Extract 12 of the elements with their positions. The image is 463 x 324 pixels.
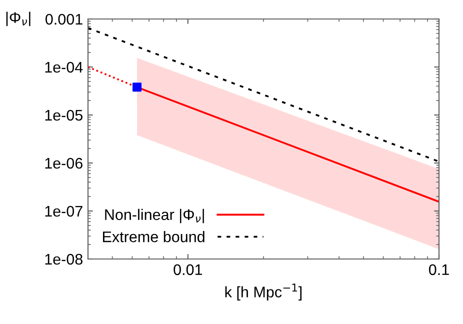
x-tick-label: 0.1 [428,264,449,276]
y-tick-label: 1e-08 [45,254,82,265]
legend-label: Non-linear |Φ$_{ν}$| [105,208,204,224]
x-axis-title: k [h Mpc$^{−1}$] [225,284,302,300]
y-tick-label: 1e-06 [45,158,82,169]
y-tick-label: 0.001 [46,14,82,25]
y-axis-title: |Φ$_{ν}$| [6,12,30,26]
y-tick-label: 1e-04 [45,62,83,73]
y-tick-label: 1e-07 [45,206,82,217]
y-tick-label: 1e-05 [45,110,82,121]
legend-label: Extreme bound [103,231,204,242]
x-tick-label: 0.01 [174,264,202,276]
